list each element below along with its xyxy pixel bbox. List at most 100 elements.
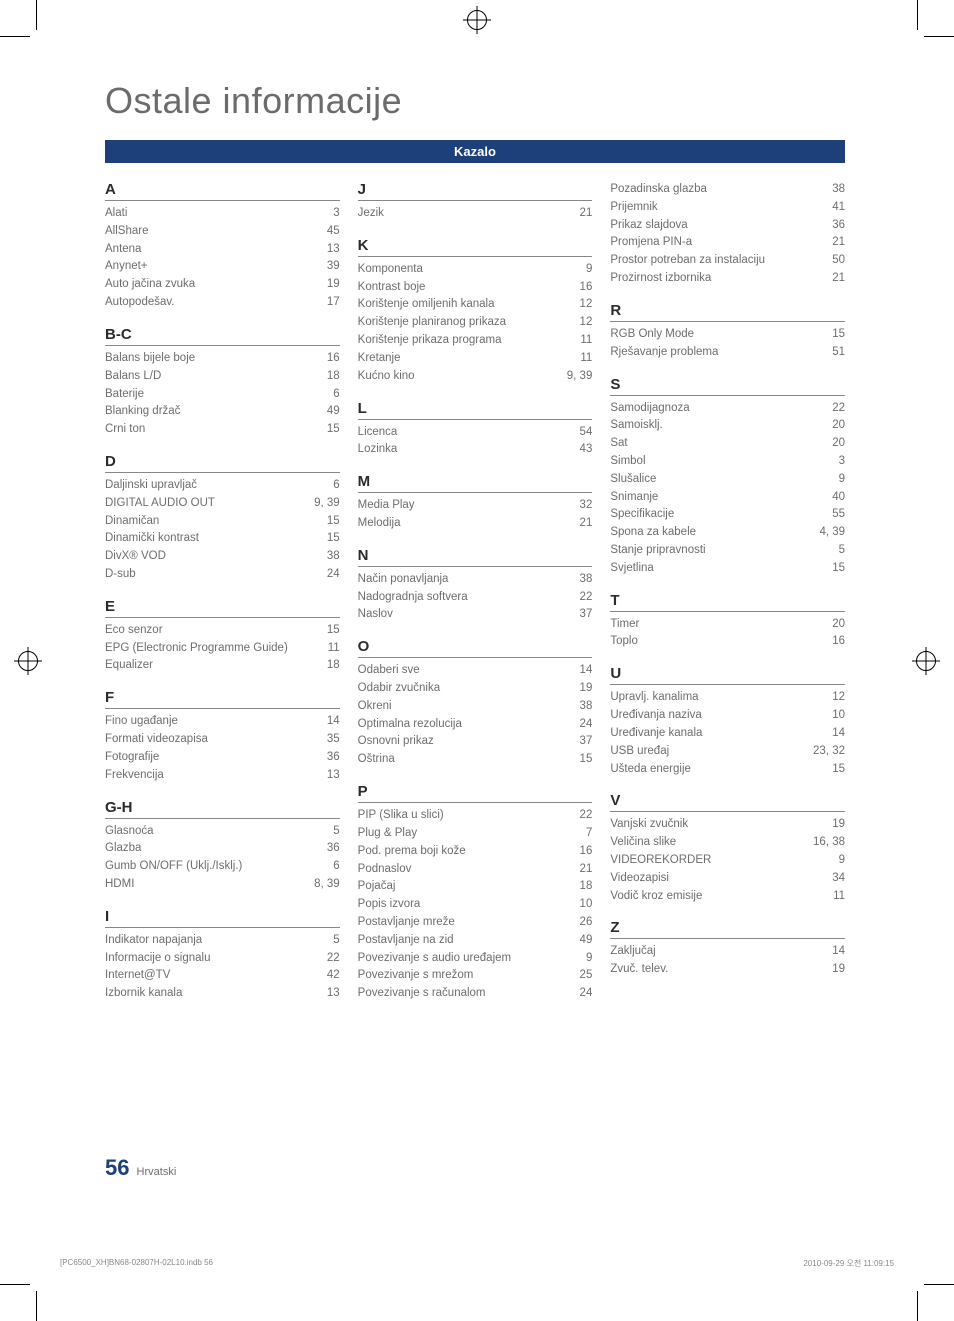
index-page: 12 — [826, 689, 845, 707]
index-entry: Korištenje prikaza programa11 — [358, 332, 593, 350]
index-entry: Jezik21 — [358, 205, 593, 223]
section-letter: T — [610, 592, 845, 612]
section-letter: E — [105, 598, 340, 618]
index-entry: Dinamičan15 — [105, 513, 340, 531]
index-entry: Alati3 — [105, 205, 340, 223]
index-page: 26 — [574, 914, 593, 932]
index-page: 18 — [321, 657, 340, 675]
index-page: 13 — [321, 985, 340, 1003]
index-term: Vanjski zvučnik — [610, 816, 826, 834]
index-entry: Kretanje11 — [358, 350, 593, 368]
index-banner: Kazalo — [105, 140, 845, 163]
page-content: Ostale informacije Kazalo AAlati3AllShar… — [105, 80, 845, 1003]
index-term: Zaključaj — [610, 943, 826, 961]
index-page: 19 — [574, 680, 593, 698]
index-entry: Uređivanje kanala14 — [610, 725, 845, 743]
index-term: Postavljanje mreže — [358, 914, 574, 932]
index-page: 10 — [574, 896, 593, 914]
index-page: 15 — [321, 622, 340, 640]
index-entry: Formati videozapisa35 — [105, 731, 340, 749]
index-entry: Veličina slike16, 38 — [610, 834, 845, 852]
index-page: 25 — [574, 967, 593, 985]
index-entry: Podnaslov21 — [358, 861, 593, 879]
index-page: 22 — [321, 950, 340, 968]
index-page: 4, 39 — [813, 524, 845, 542]
index-entry: Vanjski zvučnik19 — [610, 816, 845, 834]
index-page: 15 — [321, 530, 340, 548]
index-entry: Izbornik kanala13 — [105, 985, 340, 1003]
index-page: 9, 39 — [308, 495, 340, 513]
index-term: Podnaslov — [358, 861, 574, 879]
index-page: 49 — [321, 403, 340, 421]
index-term: Media Play — [358, 497, 574, 515]
index-term: Način ponavljanja — [358, 571, 574, 589]
index-page: 36 — [321, 749, 340, 767]
index-entry: Vodič kroz emisije11 — [610, 888, 845, 906]
index-term: Plug & Play — [358, 825, 580, 843]
index-entry: Stanje pripravnosti5 — [610, 542, 845, 560]
index-page: 23, 32 — [807, 743, 845, 761]
index-column: JJezik21KKomponenta9Kontrast boje16Koriš… — [358, 181, 593, 1003]
index-term: VIDEOREKORDER — [610, 852, 832, 870]
index-term: Melodija — [358, 515, 574, 533]
index-entry: Odaberi sve14 — [358, 662, 593, 680]
index-entry: Auto jačina zvuka19 — [105, 276, 340, 294]
index-term: Licenca — [358, 424, 574, 442]
index-entry: Samoisklj.20 — [610, 417, 845, 435]
index-term: Antena — [105, 241, 321, 259]
index-term: Prostor potreban za instalaciju — [610, 252, 826, 270]
index-page: 18 — [574, 878, 593, 896]
index-page: 11 — [827, 888, 845, 906]
index-term: Samoisklj. — [610, 417, 826, 435]
index-term: Korištenje omiljenih kanala — [358, 296, 574, 314]
index-entry: Antena13 — [105, 241, 340, 259]
index-page: 40 — [826, 489, 845, 507]
index-term: Okreni — [358, 698, 574, 716]
index-term: Baterije — [105, 386, 327, 404]
index-entry: Equalizer18 — [105, 657, 340, 675]
crop-mark — [917, 0, 918, 30]
index-entry: Uređivanja naziva10 — [610, 707, 845, 725]
index-page: 16 — [574, 843, 593, 861]
index-page: 22 — [574, 589, 593, 607]
index-entry: Popis izvora10 — [358, 896, 593, 914]
index-page: 42 — [321, 967, 340, 985]
index-term: Promjena PIN-a — [610, 234, 826, 252]
index-entry: Timer20 — [610, 616, 845, 634]
index-entry: Povezivanje s mrežom25 — [358, 967, 593, 985]
index-term: Glazba — [105, 840, 321, 858]
index-entry: Daljinski upravljač6 — [105, 477, 340, 495]
index-page: 14 — [321, 713, 340, 731]
index-entry: Prozirnost izbornika21 — [610, 270, 845, 288]
index-entry: Slušalice9 — [610, 471, 845, 489]
index-entry: Gumb ON/OFF (Uklj./Isklj.)6 — [105, 858, 340, 876]
index-entry: EPG (Electronic Programme Guide)11 — [105, 640, 340, 658]
index-term: Toplo — [610, 633, 826, 651]
index-term: DIGITAL AUDIO OUT — [105, 495, 308, 513]
section-letter: R — [610, 302, 845, 322]
index-entry: Specifikacije55 — [610, 506, 845, 524]
index-entry: Blanking držač49 — [105, 403, 340, 421]
index-entry: Informacije o signalu22 — [105, 950, 340, 968]
index-entry: Pod. prema boji kože16 — [358, 843, 593, 861]
index-term: Eco senzor — [105, 622, 321, 640]
index-term: DivX® VOD — [105, 548, 321, 566]
index-entry: Plug & Play7 — [358, 825, 593, 843]
index-term: HDMI — [105, 876, 308, 894]
index-term: Snimanje — [610, 489, 826, 507]
index-page: 13 — [321, 767, 340, 785]
index-term: Oštrina — [358, 751, 574, 769]
index-page: 16 — [321, 350, 340, 368]
section-letter: O — [358, 638, 593, 658]
index-term: Korištenje prikaza programa — [358, 332, 575, 350]
index-term: Korištenje planiranog prikaza — [358, 314, 574, 332]
index-page: 12 — [574, 314, 593, 332]
index-term: Rješavanje problema — [610, 344, 826, 362]
index-term: Pojačaj — [358, 878, 574, 896]
index-term: Prozirnost izbornika — [610, 270, 826, 288]
index-term: Auto jačina zvuka — [105, 276, 321, 294]
index-term: Komponenta — [358, 261, 580, 279]
index-entry: Prijemnik41 — [610, 199, 845, 217]
index-page: 11 — [322, 640, 340, 658]
index-term: Prijemnik — [610, 199, 826, 217]
